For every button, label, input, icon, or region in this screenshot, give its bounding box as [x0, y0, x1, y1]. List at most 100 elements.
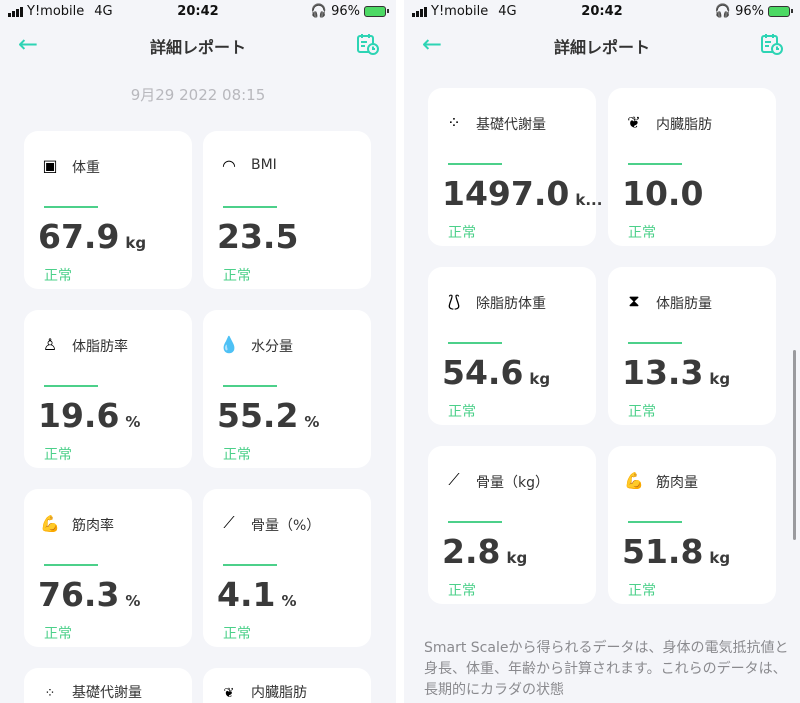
- battery-icon: [364, 6, 389, 17]
- metric-indicator: [628, 163, 682, 165]
- battery-percent: 96%: [735, 4, 764, 19]
- clock: 20:42: [581, 4, 623, 19]
- metric-card[interactable]: ▣ 体重 67.9 kg 正常: [24, 131, 192, 289]
- metric-label: 基礎代謝量: [476, 117, 546, 133]
- metric-number: 13.3: [622, 353, 704, 392]
- metric-card[interactable]: ♙ 体脂肪率 19.6% 正常: [24, 310, 192, 468]
- metric-unit: k...: [575, 191, 603, 209]
- metric-value: 51.8 kg: [622, 532, 730, 571]
- metric-label: 体脂肪量: [656, 296, 712, 312]
- metric-card[interactable]: 💧 水分量 55.2% 正常: [203, 310, 371, 468]
- calendar-clock-icon[interactable]: [356, 32, 380, 56]
- metric-number: 10.0: [622, 174, 704, 213]
- nav-bar: ← 詳細レポート: [0, 30, 396, 60]
- metric-label: 筋肉量: [656, 475, 698, 491]
- body-fat-icon: ♙: [42, 334, 58, 354]
- measurement-date: 9月29 2022 08:15: [130, 86, 266, 104]
- screen-right: Y!mobile 4G 20:42 🎧 96% ← 詳細レポート ⁘ 基礎代謝量 …: [404, 0, 800, 703]
- metric-card[interactable]: ❦ 内臓脂肪 10.0 正常: [608, 88, 776, 246]
- metric-card[interactable]: 💪 筋肉量 51.8 kg 正常: [608, 446, 776, 604]
- scale-icon: ▣: [42, 155, 58, 175]
- metric-value: 19.6%: [38, 396, 140, 435]
- metric-label: 除脂肪体重: [476, 296, 546, 312]
- clock: 20:42: [177, 4, 219, 19]
- metric-label: 水分量: [251, 339, 293, 355]
- metric-card[interactable]: ⁘ 基礎代謝量: [24, 668, 192, 703]
- bone-icon: ⟋: [223, 513, 235, 532]
- metric-indicator: [223, 564, 277, 566]
- metric-unit: %: [304, 413, 320, 431]
- metric-indicator: [44, 385, 98, 387]
- metric-indicator: [44, 564, 98, 566]
- status-badge: 正常: [448, 583, 476, 599]
- arrow-left-icon[interactable]: ←: [422, 30, 443, 58]
- page-title: 詳細レポート: [149, 38, 246, 57]
- metric-unit: kg: [506, 549, 528, 567]
- divider: [396, 0, 404, 703]
- metric-value: 10.0: [622, 174, 709, 213]
- metric-unit: kg: [125, 234, 147, 252]
- metric-label: BMI: [251, 157, 277, 173]
- metric-indicator: [448, 163, 502, 165]
- metric-indicator: [223, 206, 277, 208]
- metric-card[interactable]: ⟋ 骨量（%） 4.1% 正常: [203, 489, 371, 647]
- bone-icon: ⟋: [448, 470, 460, 489]
- page-title: 詳細レポート: [553, 38, 650, 57]
- metric-value: 55.2%: [217, 396, 319, 435]
- status-bar: Y!mobile 4G 20:42 🎧 96%: [0, 0, 396, 24]
- metric-number: 51.8: [622, 532, 704, 571]
- metric-number: 76.3: [38, 575, 120, 614]
- status-badge: 正常: [628, 225, 656, 241]
- muscle-arm-icon: 💪: [40, 513, 60, 533]
- lungs-icon: ❦: [223, 685, 235, 701]
- metric-label: 体重: [72, 160, 100, 176]
- nav-bar: ← 詳細レポート: [404, 30, 800, 60]
- metric-number: 19.6: [38, 396, 120, 435]
- network-type: 4G: [498, 4, 517, 19]
- status-badge: 正常: [223, 268, 251, 284]
- metric-number: 2.8: [442, 532, 501, 571]
- metric-unit: kg: [709, 370, 731, 388]
- screen-left: Y!mobile 4G 20:42 🎧 96% ← 詳細レポート 9月29 202…: [0, 0, 396, 703]
- metric-label: 体脂肪率: [72, 339, 128, 355]
- metric-card[interactable]: ◠ BMI 23.5 正常: [203, 131, 371, 289]
- metric-label: 骨量（kg）: [476, 475, 549, 491]
- metric-unit: %: [125, 592, 141, 610]
- metric-card[interactable]: ⧗ 体脂肪量 13.3 kg 正常: [608, 267, 776, 425]
- metric-card[interactable]: ⁘ 基礎代謝量 1497.0 k... 正常: [428, 88, 602, 246]
- status-badge: 正常: [448, 225, 476, 241]
- bmi-gauge-icon: ◠: [222, 155, 236, 175]
- metric-value: 67.9 kg: [38, 217, 146, 256]
- metric-number: 4.1: [217, 575, 276, 614]
- metric-card[interactable]: ❦ 内臓脂肪: [203, 668, 371, 703]
- metric-unit: %: [281, 592, 297, 610]
- battery-icon: [768, 6, 793, 17]
- headphones-icon: 🎧: [310, 4, 328, 19]
- metric-number: 54.6: [442, 353, 524, 392]
- metric-indicator: [448, 342, 502, 344]
- metric-value: 13.3 kg: [622, 353, 730, 392]
- signal-icon: [8, 6, 23, 17]
- battery-percent: 96%: [331, 4, 360, 19]
- signal-icon: [412, 6, 427, 17]
- metric-number: 55.2: [217, 396, 299, 435]
- status-badge: 正常: [44, 626, 72, 642]
- metric-card[interactable]: ⟋ 骨量（kg） 2.8 kg 正常: [428, 446, 596, 604]
- metric-card[interactable]: 💪 筋肉率 76.3% 正常: [24, 489, 192, 647]
- metric-unit: kg: [709, 549, 731, 567]
- lungs-icon: ❦: [627, 112, 641, 132]
- metric-indicator: [628, 521, 682, 523]
- metric-indicator: [44, 206, 98, 208]
- metric-label: 内臓脂肪: [251, 685, 307, 701]
- molecule-icon: ⁘: [44, 685, 56, 701]
- metric-number: 23.5: [217, 217, 299, 256]
- lean-body-icon: ⟅⟆: [447, 291, 461, 311]
- metric-value: 2.8 kg: [442, 532, 527, 571]
- scrollbar[interactable]: [793, 350, 796, 540]
- metric-card[interactable]: ⟅⟆ 除脂肪体重 54.6 kg 正常: [428, 267, 596, 425]
- arrow-left-icon[interactable]: ←: [18, 30, 39, 58]
- metric-number: 67.9: [38, 217, 120, 256]
- molecule-icon: ⁘: [447, 112, 461, 132]
- calendar-clock-icon[interactable]: [760, 32, 784, 56]
- status-badge: 正常: [44, 268, 72, 284]
